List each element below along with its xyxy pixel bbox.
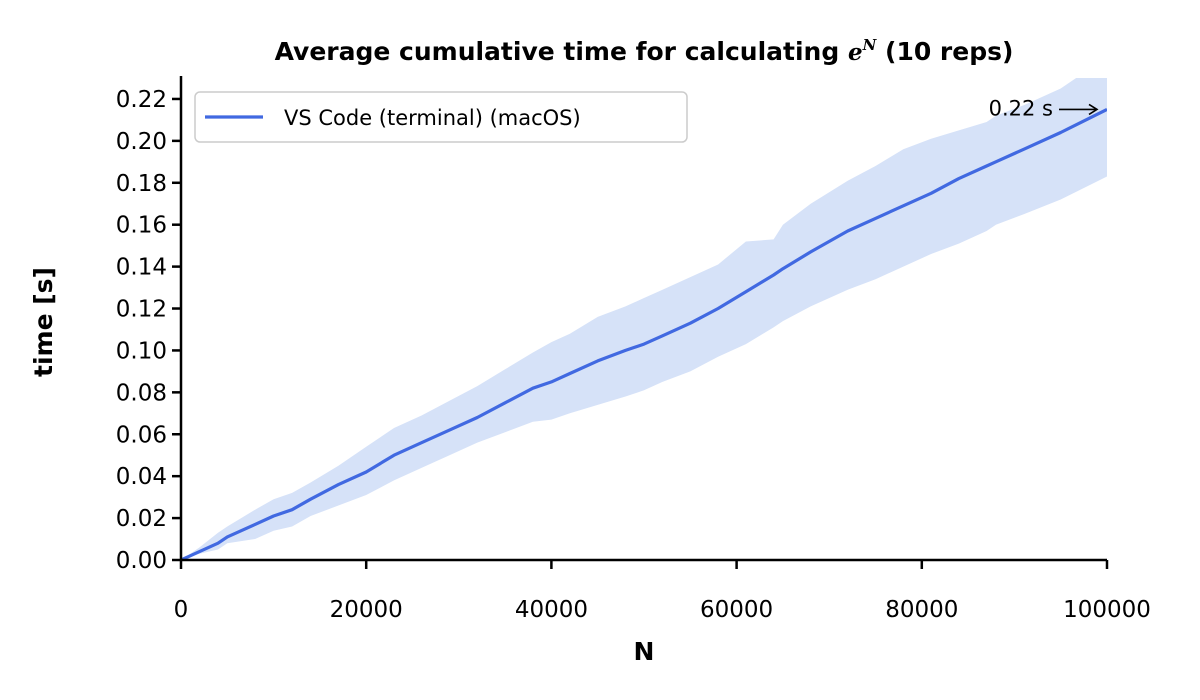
y-tick-label: 0.20 — [116, 129, 167, 155]
y-tick-label: 0.10 — [116, 338, 167, 364]
legend-box — [194, 91, 688, 143]
y-tick-label: 0.14 — [116, 255, 167, 281]
y-tick-label: 0.22 — [116, 87, 167, 113]
x-axis-ticks: 0 20000 40000 60000 80000 100000 — [174, 560, 1151, 623]
x-tick-label: 40000 — [515, 597, 588, 623]
x-axis-label: N — [634, 637, 655, 666]
y-tick-label: 0.06 — [116, 422, 167, 448]
y-tick-label: 0.08 — [116, 380, 167, 406]
end-value-annotation: 0.22 s — [989, 96, 1053, 120]
legend-label: VS Code (terminal) (macOS) — [284, 106, 581, 130]
annotation-arrow-head — [1088, 103, 1099, 116]
y-tick-label: 0.00 — [116, 548, 167, 574]
y-tick-label: 0.02 — [116, 506, 167, 532]
x-tick-label: 20000 — [330, 597, 403, 623]
series-line — [181, 107, 1107, 560]
y-tick-label: 0.12 — [116, 297, 167, 323]
y-tick-label: 0.18 — [116, 171, 167, 197]
confidence-band — [181, 78, 1107, 560]
end-annotation: 0.22 s — [989, 96, 1099, 120]
plot-area — [181, 78, 1107, 560]
y-tick-label: 0.04 — [116, 464, 167, 490]
y-tick-label: 0.16 — [116, 213, 167, 239]
y-axis-ticks: 0.00 0.02 0.04 0.06 0.08 0.10 0.12 0.14 0.16 0.18… — [116, 87, 181, 574]
legend: VS Code (terminal) (macOS) — [194, 91, 688, 143]
x-tick-label: 80000 — [885, 597, 958, 623]
x-tick-label: 0 — [174, 597, 189, 623]
x-tick-label: 60000 — [700, 597, 773, 623]
y-axis-label: time [s] — [29, 267, 58, 377]
x-tick-label: 100000 — [1063, 597, 1151, 623]
chart-title: Average cumulative time for calculating … — [275, 36, 1014, 66]
